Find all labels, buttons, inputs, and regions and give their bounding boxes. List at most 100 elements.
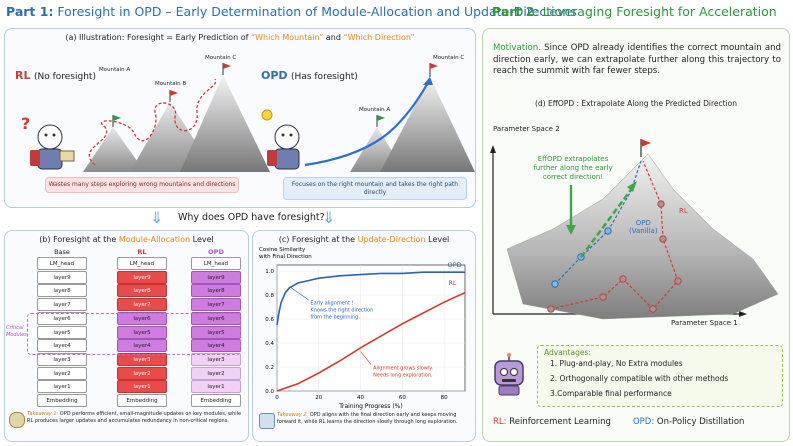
caption-q1: “Which Mountain”	[250, 33, 324, 42]
rl-point-1	[547, 305, 555, 313]
layer-opd-embedding: Embedding	[191, 394, 241, 407]
col-base-header: Base	[54, 248, 70, 256]
rl-heading: RL (No foresight)	[15, 69, 96, 82]
rl-summary-box: Wastes many steps exploring wrong mounta…	[45, 177, 239, 193]
opd-annotation-pointer	[289, 286, 309, 301]
module-caption-pre: (b) Foresight at the	[39, 235, 119, 244]
part2-label: Part 2	[492, 4, 535, 19]
rl-point-3	[619, 275, 627, 283]
legend-opd: On-Policy Distillation	[654, 417, 745, 427]
why-question: Why does OPD have foresight?	[178, 212, 325, 223]
rl-mountain-a-label: Mountain A	[99, 67, 131, 73]
illustration-svg: ?	[21, 63, 475, 172]
down-arrow-right-icon: ⇓	[322, 208, 336, 227]
module-caption: (b) Foresight at the Module-Allocation L…	[5, 235, 248, 244]
series-label-opd: OPD	[448, 261, 462, 269]
layer-rl-layer8: layer8	[117, 284, 167, 298]
advantage-2: 2. Orthogonally compatible with other me…	[550, 374, 729, 383]
down-arrow-left-icon: ⇓	[150, 208, 164, 227]
opd-point-3	[604, 227, 612, 235]
opd-character-icon	[261, 109, 300, 170]
part1-title: Part 1: Foresight in OPD – Early Determi…	[6, 4, 577, 19]
x-axis-label: Training Progress (%)	[338, 403, 402, 410]
module-allocation-panel: (b) Foresight at the Module-Allocation L…	[4, 230, 249, 442]
layer-base-layer3: layer3	[37, 352, 87, 366]
rl-mountain-a	[83, 127, 145, 172]
layer-rl-layer2: layer2	[117, 366, 167, 380]
layer-base-lm_head: LM_head	[37, 257, 87, 270]
layer-opd-lm_head: LM_head	[191, 257, 241, 270]
layer-rl-layer5: layer5	[117, 325, 167, 339]
part1-title-text: Foresight in OPD – Early Determination o…	[53, 4, 577, 19]
critical-modules-box	[27, 313, 241, 355]
axis-y-label: Parameter Space 2	[493, 125, 560, 133]
layer-base-layer2: layer2	[37, 366, 87, 380]
y-axis-label-line1: Cosine Similarity	[259, 247, 306, 253]
layer-opd-layer2: layer2	[191, 366, 241, 380]
update-direction-panel: (c) Foresight at the Update-Direction Le…	[252, 230, 476, 442]
rl-mountain-c	[180, 75, 270, 172]
rl-flag-b	[169, 90, 178, 102]
opd-path	[304, 78, 431, 167]
takeaway2-label: Takeaway 2:	[277, 412, 309, 418]
opd-summary-box: Focuses on the right mountain and takes …	[283, 177, 467, 200]
part2-panel: Motivation. Since OPD already identifies…	[482, 28, 790, 442]
advantage-1: 1. Plug-and-play, No Extra modules	[550, 359, 683, 368]
caption-mid: and	[323, 33, 344, 42]
opd-vanilla-label: OPD (Vanilla)	[629, 219, 658, 236]
x-tick-label: 60	[399, 395, 406, 401]
direction-caption: (c) Foresight at the Update-Direction Le…	[253, 235, 475, 244]
layer-rl-layer4: layer4	[117, 339, 167, 353]
layer-base-layer8: layer8	[37, 284, 87, 298]
x-tick-label: 40	[357, 395, 364, 401]
layer-opd-layer1: layer1	[191, 380, 241, 394]
layer-base-layer5: layer5	[37, 325, 87, 339]
layer-opd-layer7: layer7	[191, 298, 241, 312]
rl-annotation-line-1: Alignment grows slowly.	[373, 365, 433, 371]
effopd-extrapolate-label: EffOPD extrapolates further along the ea…	[533, 155, 613, 181]
series-label-rl: RL	[448, 279, 457, 287]
series-line-rl	[276, 291, 466, 392]
rl-point-7	[657, 200, 665, 208]
series-line-opd	[276, 271, 465, 326]
advantages-title: Advantages:	[544, 348, 591, 357]
opd-annotation-line-2: Knows the right direction	[310, 308, 373, 314]
rl-point-5	[674, 277, 682, 285]
rl-flag-a	[112, 115, 121, 127]
rl-note: (No foresight)	[33, 72, 96, 82]
takeaway2-icon	[259, 413, 275, 429]
layer-rl-embedding: Embedding	[117, 394, 167, 407]
legend: RL: Reinforcement Learning OPD: On-Policy…	[493, 417, 744, 427]
opd-flag-c	[429, 63, 438, 77]
takeaway1-label: Takeaway 1:	[27, 411, 59, 417]
layer-opd-layer8: layer8	[191, 284, 241, 298]
col-rl-header: RL	[137, 248, 147, 256]
y-tick-label: 0.4	[265, 341, 274, 347]
caption-pre: (a) Illustration: Foresight = Early Pred…	[65, 33, 251, 42]
layer-rl-layer6: layer6	[117, 311, 167, 325]
takeaway1-text: OPD performs efficient, small-magnitude …	[27, 411, 242, 424]
opd-path	[554, 160, 642, 285]
cosine-similarity-chart: 0.0 0.2 0.4 0.6 0.8 1.0 0 20 40 60 80 Training Prog…	[259, 247, 466, 410]
robot-icon	[489, 353, 529, 397]
opd-annotation-line-1: Early alignment !	[310, 301, 353, 307]
opd-label: OPD	[261, 69, 288, 82]
opd-vanilla-line2: (Vanilla)	[629, 227, 658, 236]
opd-mountain-c	[380, 77, 475, 172]
critical-modules-label: Critical Modules	[6, 325, 27, 338]
motivation: Motivation. Since OPD already identifies…	[493, 43, 781, 78]
opd-flag-a	[376, 115, 385, 127]
mountain-surface	[506, 153, 779, 320]
x-tick-label: 0	[275, 395, 279, 401]
part2-title-text: : Leveraging Foresight for Acceleration	[534, 4, 777, 19]
y-tick-label: 1.0	[265, 269, 274, 275]
direction-caption-hl: Update-Direction	[357, 235, 426, 244]
y-tick-label: 0.8	[265, 293, 274, 299]
advantages-box: Advantages: 1. Plug-and-play, No Extra m…	[537, 345, 783, 407]
rl-path	[88, 78, 217, 166]
rl-character-icon: ?	[21, 114, 75, 170]
legend-opd-key: OPD:	[632, 417, 655, 427]
rl-point-4	[649, 305, 657, 313]
opd-mountain-a-label: Mountain A	[359, 107, 391, 113]
illustration-caption: (a) Illustration: Foresight = Early Pred…	[5, 33, 475, 42]
